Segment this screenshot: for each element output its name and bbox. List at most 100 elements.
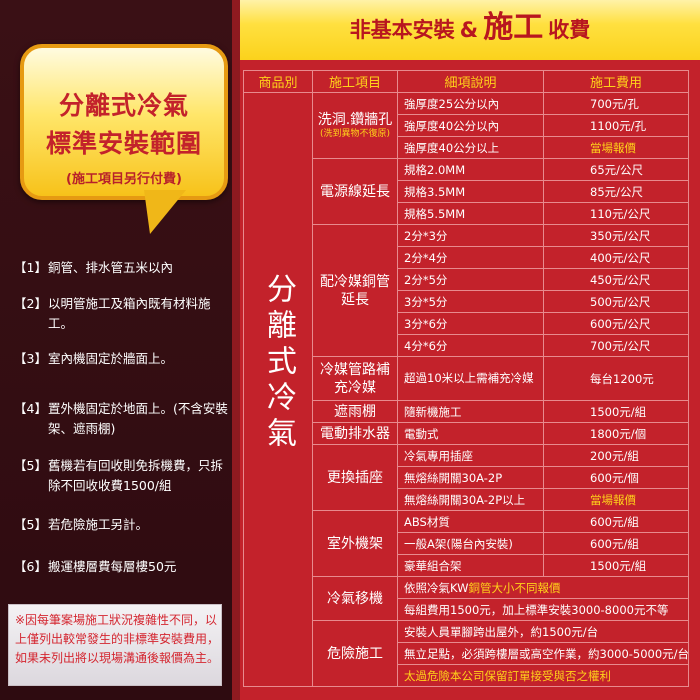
col-header: 施工項目 <box>312 70 398 93</box>
detail-cell: 無立足點，必須跨樓層或高空作業，約3000-5000元/台 <box>397 642 689 665</box>
col-header: 商品別 <box>243 70 313 93</box>
table-row: 遮雨棚 隨新機施工 1500元/組 <box>244 400 689 423</box>
bubble-title-2: 標準安裝範圍 <box>45 129 202 158</box>
detail-text: 安裝人員單腳跨出屋外，約1500元/台 <box>404 624 599 639</box>
detail-text: 強厚度40公分以內 <box>404 118 500 133</box>
fee-cell: 當場報價 <box>543 136 689 159</box>
detail-text: 2分*4分 <box>404 250 448 265</box>
table-row: 規格3.5MM 85元/公尺 <box>244 180 689 203</box>
item-cell: 危險施工 <box>312 620 398 687</box>
fee-cell: 200元/組 <box>543 444 689 467</box>
detail-text: 豪華組合架 <box>404 558 462 573</box>
item-cell: 遮雨棚 <box>312 400 398 423</box>
item-cell: 洗洞.鑽牆孔 (洗到異物不復原) <box>312 92 398 159</box>
detail-cell: 3分*6分 <box>397 312 544 335</box>
detail-highlight: 太過危險本公司保留訂單接受與否之權利 <box>404 668 611 683</box>
detail-cell: 4分*6分 <box>397 334 544 357</box>
list-num: 【4】 <box>14 401 47 416</box>
table-row: 豪華組合架 1500元/組 <box>244 554 689 577</box>
title-part1: 非基本安裝 <box>349 18 455 42</box>
page-title: 非基本安裝 & 施工 收費 <box>240 0 700 60</box>
detail-text: 無熔絲開關30A-2P <box>404 470 503 485</box>
table-row: 3分*5分 500元/公尺 <box>244 290 689 313</box>
table-row: 電源線延長 規格2.0MM 65元/公尺 <box>244 158 689 225</box>
table-row: 配冷媒銅管延長 2分*3分 350元/公尺 <box>244 224 689 357</box>
list-text: 以明管施工及箱內既有材料施工。 <box>48 296 211 331</box>
category-cell: 分離式冷氣 <box>243 92 313 687</box>
fee-cell: 700元/公尺 <box>543 334 689 357</box>
table-row: 太過危險本公司保留訂單接受與否之權利 <box>244 664 689 687</box>
table-row: 更換插座 冷氣專用插座 200元/組 <box>244 444 689 511</box>
fee-cell: 400元/公尺 <box>543 246 689 269</box>
list-item: 【1】銅管、排水管五米以內 <box>14 258 228 278</box>
detail-cell: 2分*4分 <box>397 246 544 269</box>
fee-cell: 1500元/組 <box>543 554 689 577</box>
item-cell: 電源線延長 <box>312 158 398 225</box>
detail-cell: 超過10米以上需補充冷媒 <box>397 356 544 401</box>
detail-text: 4分*6分 <box>404 338 448 353</box>
detail-text: ABS材質 <box>404 514 450 529</box>
list-text: 置外機固定於地面上。(不含安裝架、遮雨棚) <box>48 401 228 436</box>
detail-text: 3分*5分 <box>404 294 448 309</box>
fee-table: 商品別 施工項目 細項說明 施工費用 分離式冷氣 洗洞.鑽牆孔 (洗到異物不復原) 強… <box>243 70 689 687</box>
detail-cell: 隨新機施工 <box>397 400 544 423</box>
detail-cell: ABS材質 <box>397 510 544 533</box>
fee-cell: 1500元/組 <box>543 400 689 423</box>
fee-cell: 600元/個 <box>543 466 689 489</box>
fee-cell: 700元/孔 <box>543 92 689 115</box>
detail-cell: 強厚度25公分以內 <box>397 92 544 115</box>
detail-text: 電動式 <box>404 426 439 441</box>
list-text: 搬運樓層費每層樓50元 <box>48 559 177 574</box>
col-header: 施工費用 <box>543 70 689 93</box>
fee-cell: 500元/公尺 <box>543 290 689 313</box>
detail-text: 3分*6分 <box>404 316 448 331</box>
item-cell: 電動排水器 <box>312 422 398 445</box>
item-label: 更換插座 <box>327 469 383 486</box>
table-row: 室外機架 ABS材質 600元/組 <box>244 510 689 577</box>
detail-text: 強厚度40公分以上 <box>404 140 500 155</box>
detail-text: 無立足點，必須跨樓層或高空作業，約3000-5000元/台 <box>404 646 689 661</box>
fee-cell: 600元/組 <box>543 532 689 555</box>
list-text: 銅管、排水管五米以內 <box>48 260 174 275</box>
list-text: 舊機若有回收則免拆機費，只拆除不回收收費1500/組 <box>48 458 224 493</box>
table-row: 無熔絲開關30A-2P以上 當場報價 <box>244 488 689 511</box>
title-part2: 施工 <box>483 10 544 45</box>
table-row: 分離式冷氣 洗洞.鑽牆孔 (洗到異物不復原) 強厚度25公分以內 700元/孔 <box>243 92 689 687</box>
detail-text: 規格5.5MM <box>404 206 466 221</box>
disclaimer-note: ※因每筆案場施工狀況複雜性不同，以上僅列出較常發生的非標準安裝費用，如果未列出將… <box>8 604 222 686</box>
category-label: 分離式冷氣 <box>261 273 296 453</box>
speech-bubble: 分離式冷氣 標準安裝範圍 (施工項目另行付費) <box>20 44 228 200</box>
item-label: 電動排水器 <box>320 425 390 442</box>
item-label: 冷媒管路補充冷媒 <box>320 361 390 396</box>
fee-cell: 1800元/個 <box>543 422 689 445</box>
detail-text: 規格3.5MM <box>404 184 466 199</box>
detail-cell: 強厚度40公分以內 <box>397 114 544 137</box>
detail-text: 2分*3分 <box>404 228 448 243</box>
detail-cell: 太過危險本公司保留訂單接受與否之權利 <box>397 664 689 687</box>
fee-cell: 600元/組 <box>543 510 689 533</box>
detail-text: 一般A架(陽台內安裝) <box>404 536 513 551</box>
table-row: 電動排水器 電動式 1800元/個 <box>244 422 689 445</box>
detail-cell: 一般A架(陽台內安裝) <box>397 532 544 555</box>
table-row: 強厚度40公分以內 1100元/孔 <box>244 114 689 137</box>
item-cell: 更換插座 <box>312 444 398 511</box>
list-text: 室內機固定於牆面上。 <box>48 351 174 366</box>
item-cell: 配冷媒銅管延長 <box>312 224 398 357</box>
fee-cell: 110元/公尺 <box>543 202 689 225</box>
detail-text: 冷氣專用插座 <box>404 448 473 463</box>
detail-text: 超過10米以上需補充冷媒 <box>404 371 534 385</box>
table-row: 強厚度40公分以上 當場報價 <box>244 136 689 159</box>
detail-cell: 豪華組合架 <box>397 554 544 577</box>
fee-cell: 當場報價 <box>543 488 689 511</box>
item-label: 室外機架 <box>327 535 383 552</box>
list-item: 【2】以明管施工及箱內既有材料施工。 <box>14 294 228 334</box>
list-item: 【5】若危險施工另計。 <box>14 515 228 535</box>
item-cell: 室外機架 <box>312 510 398 577</box>
item-label: 危險施工 <box>327 645 383 662</box>
item-cell: 冷媒管路補充冷媒 <box>312 356 398 401</box>
detail-text: 無熔絲開關30A-2P以上 <box>404 492 526 507</box>
bubble-subtitle: (施工項目另行付費) <box>66 172 182 187</box>
detail-cell: 2分*3分 <box>397 224 544 247</box>
list-num: 【3】 <box>14 351 47 366</box>
detail-text: 隨新機施工 <box>404 404 462 419</box>
